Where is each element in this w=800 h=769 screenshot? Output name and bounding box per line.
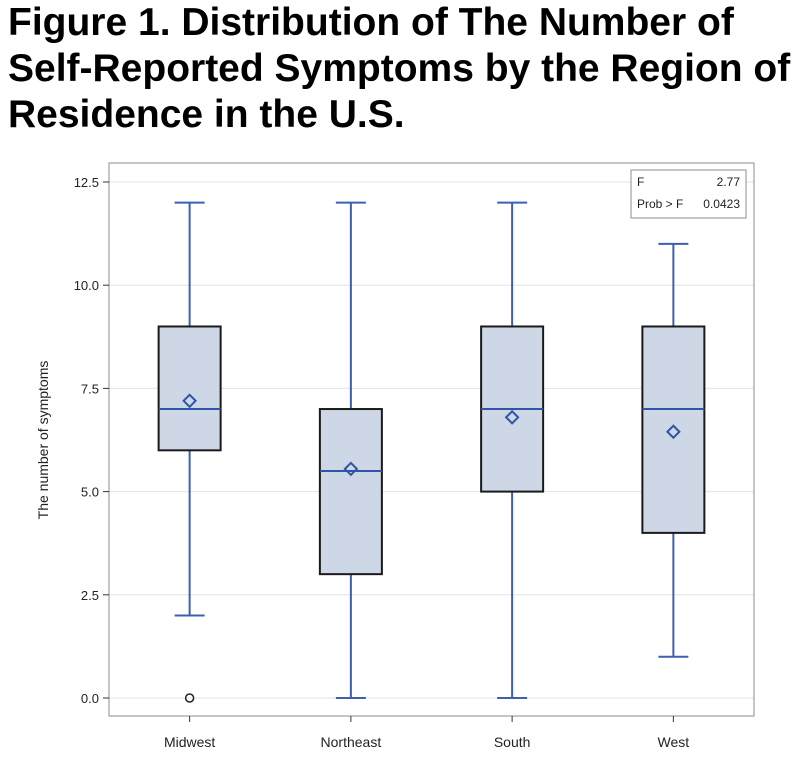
figure-title-line-2: Self-Reported Symptoms by the Region of: [8, 47, 791, 90]
y-tick-label: 7.5: [81, 381, 99, 396]
figure-title-line-1: Figure 1. Distribution of The Number of: [8, 1, 734, 44]
y-tick-label: 10.0: [74, 278, 99, 293]
stats-inset-label: Prob > F: [637, 197, 683, 211]
y-tick-label: 0.0: [81, 691, 99, 706]
stats-inset-value: 2.77: [717, 175, 741, 189]
stats-inset-value: 0.0423: [703, 197, 740, 211]
mean-marker: [343, 461, 359, 477]
mean-marker: [504, 409, 520, 425]
mean-marker: [182, 393, 198, 409]
plot-frame: [108, 162, 755, 717]
y-axis-label: The number of symptoms: [35, 361, 51, 520]
box-iqr: [157, 325, 222, 452]
outlier-point: [184, 693, 195, 703]
box-iqr: [641, 325, 706, 534]
mean-marker: [665, 424, 681, 440]
x-tick-label: West: [658, 734, 690, 750]
x-tick-label: South: [494, 734, 531, 750]
box-iqr: [318, 408, 383, 576]
x-tick-label: Midwest: [164, 734, 215, 750]
stats-inset-label: F: [637, 175, 644, 189]
y-tick-label: 2.5: [81, 588, 99, 603]
y-tick-label: 5.0: [81, 485, 99, 500]
figure-title-line-3: Residence in the U.S.: [8, 93, 405, 136]
y-tick-label: 12.5: [74, 175, 99, 190]
stats-inset-box: [630, 169, 747, 219]
figure-title: Figure 1. Distribution of The Number of …: [8, 0, 798, 138]
x-tick-label: Northeast: [321, 734, 382, 750]
